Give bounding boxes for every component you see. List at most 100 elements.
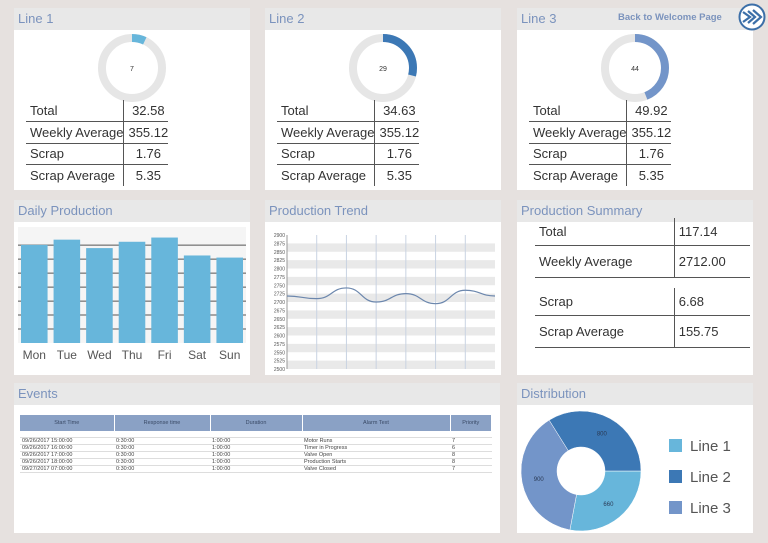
event-row[interactable]: 09/26/2017 15:00:00 0:30:00 1:00:00 Motor R… (20, 437, 492, 445)
stats-row: Scrap 1.76 (277, 143, 420, 165)
bar (216, 257, 243, 343)
legend-item-line-3[interactable]: Line 3 (669, 500, 731, 517)
grid-band (287, 360, 495, 369)
stats-row: Scrap Average 5.35 (277, 164, 420, 186)
donut-slice (548, 410, 642, 472)
stat-value: 32.58 (123, 100, 169, 122)
stat-value: 355.12 (626, 121, 672, 144)
gauge-value: 7 (130, 66, 134, 73)
event-cell: 0:30:00 (114, 458, 210, 466)
event-cell: 0:30:00 (114, 465, 210, 473)
slice-label: 900 (534, 477, 545, 483)
stat-value: 5.35 (626, 164, 672, 186)
y-tick-label: 2500 (274, 367, 285, 373)
stat-label: Scrap (26, 143, 124, 165)
stat-label: Total (529, 100, 627, 122)
x-tick-label: Fri (158, 348, 172, 362)
stat-label: Weekly Average (26, 121, 124, 144)
legend-item-line-1[interactable]: Line 1 (669, 438, 731, 455)
y-tick-label: 2675 (274, 308, 285, 314)
stat-label: Scrap (529, 143, 627, 165)
stat-label: Scrap Average (30, 168, 116, 183)
y-tick-label: 2750 (274, 283, 285, 289)
event-cell: Timer in Progress (302, 444, 450, 452)
y-tick-label: 2875 (274, 241, 285, 247)
back-to-welcome-link[interactable]: Back to Welcome Page (618, 12, 722, 23)
panel-title: Production Summary (517, 200, 753, 222)
gauge-value: 44 (631, 66, 639, 73)
summary-value: 155.75 (673, 315, 750, 347)
panel-title: Line 1 (14, 8, 250, 30)
bar (151, 237, 178, 343)
stats-row: Weekly Average 355.12 (277, 121, 420, 144)
summary-value: 117.14 (673, 218, 750, 246)
event-cell: 1:00:00 (210, 451, 302, 459)
stats-row: Scrap Average 5.35 (529, 164, 672, 186)
y-tick-label: 2650 (274, 317, 285, 323)
panel-title: Distribution (517, 383, 753, 405)
y-tick-label: 2550 (274, 350, 285, 356)
grid-band (287, 327, 495, 336)
gauge-value: 29 (379, 66, 387, 73)
x-tick-label: Tue (57, 348, 78, 362)
stats-row: Total 34.63 (277, 100, 420, 122)
y-tick-label: 2775 (274, 275, 285, 281)
event-cell: 1:00:00 (210, 444, 302, 452)
column-header-response-time[interactable]: Response time (114, 415, 211, 431)
event-cell: Valve Open (302, 451, 450, 459)
event-row[interactable]: 09/26/2017 17:00:00 0:30:00 1:00:00 Valve O… (20, 451, 492, 459)
stat-value: 5.35 (123, 164, 169, 186)
column-header-alarm-text[interactable]: Alarm Text (302, 415, 451, 431)
stats-table: Total 34.63 Weekly Average 355.12 Scrap 1.76 S… (277, 100, 420, 186)
summary-value: 2712.00 (673, 245, 750, 278)
event-row[interactable]: 09/26/2017 16:00:00 0:30:00 1:00:00 Timer i… (20, 444, 492, 452)
stat-value: 1.76 (374, 143, 420, 165)
stats-row: Weekly Average 355.12 (529, 121, 672, 144)
stat-value: 1.76 (123, 143, 169, 165)
stat-label: Total (26, 100, 124, 122)
line-2-panel: Line 2 29 Total 34.63 Weekly Average 355.12… (265, 8, 501, 190)
stat-label: Scrap Average (281, 168, 367, 183)
gauge-fill (601, 34, 669, 102)
column-header-start-time[interactable]: Start Time (20, 415, 115, 431)
legend-swatch (669, 470, 682, 483)
summary-table: Total 117.14 Weekly Average 2712.00 Scrap 6… (535, 218, 750, 348)
event-row[interactable]: 09/27/2017 07:00:00 0:30:00 1:00:00 Valve C… (20, 465, 492, 473)
legend-label: Line 3 (690, 500, 731, 517)
event-cell: 0:30:00 (114, 444, 210, 452)
gauge-fill (98, 34, 166, 102)
panel-title: Line 2 (265, 8, 501, 30)
production-trend-chart: 2500 2525 2550 2575 2600 2625 2650 2675 2700 2725… (274, 233, 496, 373)
grid-band (287, 260, 495, 269)
stats-row: Total 49.92 (529, 100, 672, 122)
donut-slice (569, 470, 642, 532)
panel-title: Daily Production (14, 200, 250, 222)
chevron-arrows-logo-icon[interactable] (738, 3, 766, 31)
column-header-duration[interactable]: Duration (210, 415, 303, 431)
stat-value: 49.92 (626, 100, 672, 122)
stat-value: 5.35 (374, 164, 420, 186)
event-cell: 09/26/2017 16:00:00 (20, 444, 114, 452)
legend-item-line-2[interactable]: Line 2 (669, 469, 731, 486)
stat-label: Weekly Average (529, 121, 627, 144)
event-row[interactable]: 09/26/2017 18:00:00 0:30:00 1:00:00 Product… (20, 458, 492, 466)
grid-band (287, 276, 495, 286)
event-cell: Motor Runs (302, 437, 450, 445)
bar (21, 244, 48, 343)
summary-label: Total (539, 224, 567, 239)
column-header-priority[interactable]: Priority (450, 415, 492, 431)
trend-line (286, 287, 496, 305)
stats-row: Scrap 1.76 (26, 143, 169, 165)
y-tick-label: 2525 (274, 359, 285, 365)
gauge: 7 (98, 34, 166, 102)
events-table[interactable]: Start Time Response time Duration Alarm … (20, 415, 492, 473)
event-cell: 09/26/2017 18:00:00 (20, 458, 114, 466)
gauge: 44 (601, 34, 669, 102)
summary-label: Weekly Average (539, 254, 633, 269)
summary-label: Scrap Average (539, 323, 625, 339)
grid-band (287, 310, 495, 319)
stat-value: 1.76 (626, 143, 672, 165)
event-cell: 8 (450, 451, 492, 459)
grid-band (287, 343, 495, 353)
legend-swatch (669, 501, 682, 514)
